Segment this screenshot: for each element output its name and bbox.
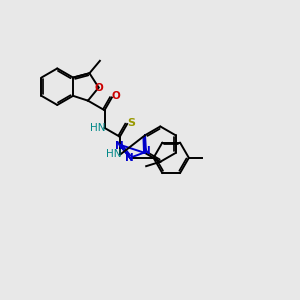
- Text: O: O: [95, 83, 103, 93]
- Text: S: S: [128, 118, 136, 128]
- Text: N: N: [125, 153, 134, 163]
- Text: O: O: [111, 91, 120, 101]
- Text: N: N: [115, 141, 124, 151]
- Text: HN: HN: [106, 149, 121, 159]
- Text: HN: HN: [90, 123, 106, 133]
- Text: N: N: [142, 146, 150, 156]
